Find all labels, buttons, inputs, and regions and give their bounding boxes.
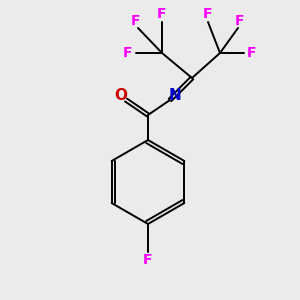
Text: F: F xyxy=(143,253,153,267)
Text: F: F xyxy=(235,14,245,28)
Text: F: F xyxy=(247,46,257,60)
Text: F: F xyxy=(157,7,167,21)
Text: F: F xyxy=(131,14,141,28)
Text: F: F xyxy=(123,46,133,60)
Text: N: N xyxy=(169,88,182,104)
Text: O: O xyxy=(115,88,128,103)
Text: F: F xyxy=(203,7,213,21)
